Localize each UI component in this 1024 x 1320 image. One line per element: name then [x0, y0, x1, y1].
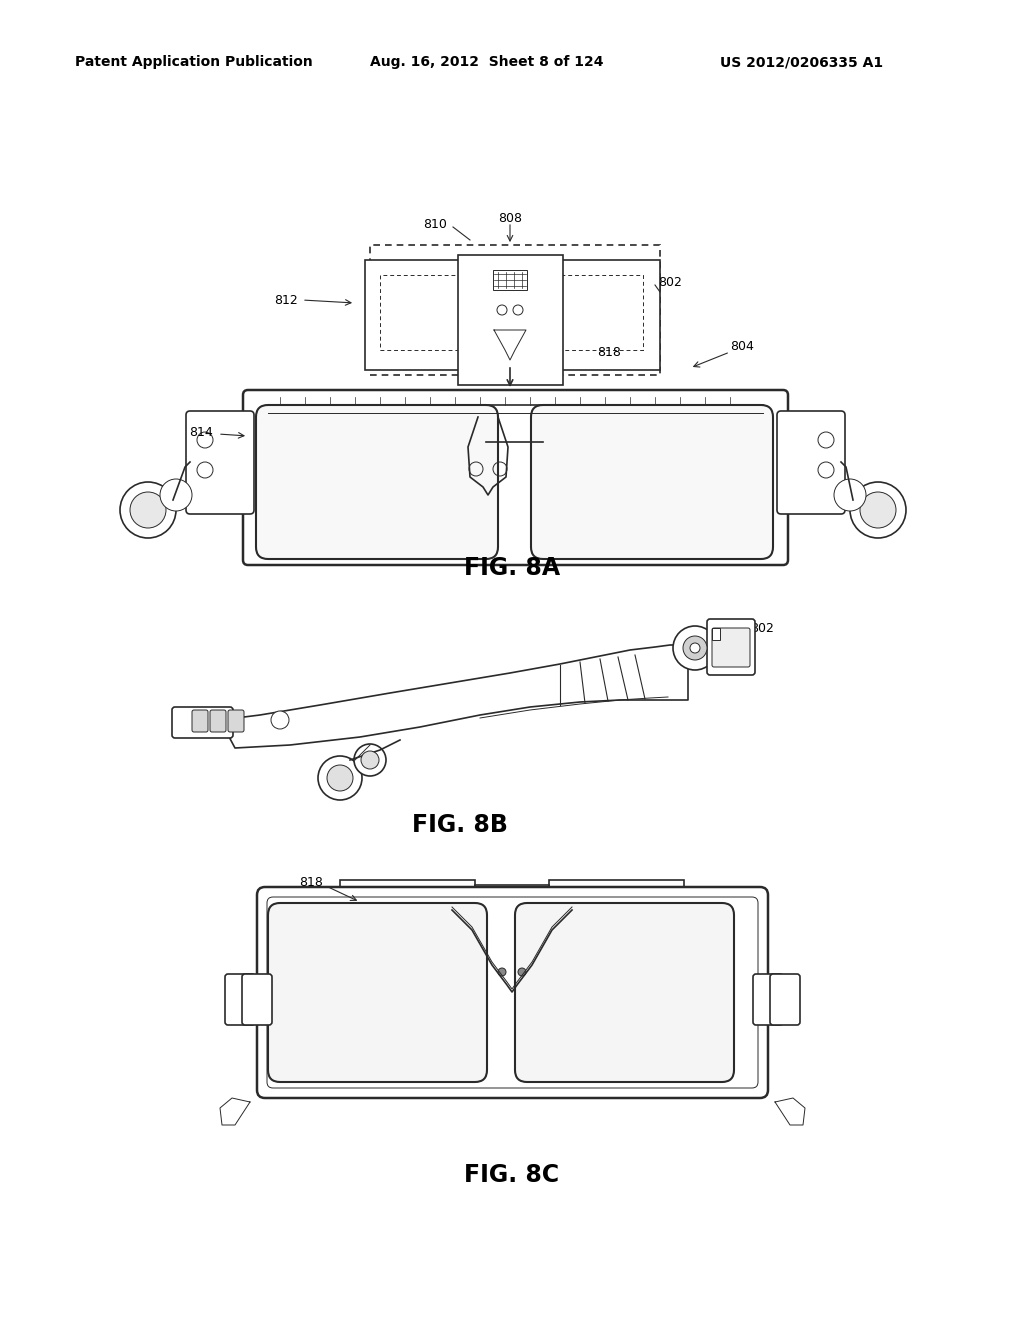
FancyBboxPatch shape — [753, 974, 783, 1026]
Bar — [554, 888, 679, 962]
Circle shape — [518, 968, 526, 975]
FancyBboxPatch shape — [243, 389, 788, 565]
Bar — [549, 880, 684, 970]
Bar — [370, 246, 660, 375]
FancyBboxPatch shape — [707, 619, 755, 675]
Text: 818: 818 — [299, 875, 323, 888]
Bar — [458, 255, 563, 385]
Text: FIG. 8A: FIG. 8A — [464, 556, 560, 579]
FancyBboxPatch shape — [256, 405, 498, 558]
Text: 812: 812 — [274, 293, 298, 306]
Bar — [493, 271, 527, 290]
FancyBboxPatch shape — [193, 710, 208, 733]
Text: Patent Application Publication: Patent Application Publication — [75, 55, 312, 69]
Polygon shape — [494, 330, 526, 360]
Text: Aug. 16, 2012  Sheet 8 of 124: Aug. 16, 2012 Sheet 8 of 124 — [370, 55, 603, 69]
Text: 808: 808 — [498, 211, 522, 224]
Bar — [558, 275, 643, 350]
Text: FIG. 8B: FIG. 8B — [412, 813, 508, 837]
Circle shape — [683, 636, 707, 660]
Bar — [380, 275, 465, 350]
Polygon shape — [220, 645, 688, 748]
FancyBboxPatch shape — [777, 411, 845, 513]
Circle shape — [860, 492, 896, 528]
Text: 802: 802 — [658, 276, 682, 289]
FancyBboxPatch shape — [210, 710, 226, 733]
Circle shape — [354, 744, 386, 776]
Circle shape — [361, 751, 379, 770]
Polygon shape — [775, 1098, 805, 1125]
Circle shape — [271, 711, 289, 729]
Circle shape — [120, 482, 176, 539]
FancyBboxPatch shape — [242, 974, 272, 1026]
Polygon shape — [220, 1098, 250, 1125]
Bar — [712, 628, 720, 640]
Bar — [475, 884, 549, 960]
Bar — [340, 880, 475, 970]
Circle shape — [834, 479, 866, 511]
FancyBboxPatch shape — [770, 974, 800, 1026]
Text: 802: 802 — [750, 622, 774, 635]
Circle shape — [498, 968, 506, 975]
Text: 804: 804 — [730, 341, 754, 354]
Circle shape — [690, 643, 700, 653]
Text: 814: 814 — [189, 426, 213, 440]
Bar — [545, 260, 660, 370]
FancyBboxPatch shape — [268, 903, 487, 1082]
Circle shape — [130, 492, 166, 528]
FancyBboxPatch shape — [712, 628, 750, 667]
Circle shape — [327, 766, 353, 791]
FancyBboxPatch shape — [515, 903, 734, 1082]
Circle shape — [850, 482, 906, 539]
Circle shape — [318, 756, 362, 800]
FancyBboxPatch shape — [228, 710, 244, 733]
Text: FIG. 8C: FIG. 8C — [465, 1163, 559, 1187]
FancyBboxPatch shape — [225, 974, 255, 1026]
Bar — [345, 888, 470, 962]
FancyBboxPatch shape — [172, 708, 233, 738]
Circle shape — [160, 479, 193, 511]
Text: 810: 810 — [423, 218, 446, 231]
Text: 818: 818 — [597, 346, 621, 359]
Bar — [365, 260, 480, 370]
Circle shape — [673, 626, 717, 671]
FancyBboxPatch shape — [531, 405, 773, 558]
Text: US 2012/0206335 A1: US 2012/0206335 A1 — [720, 55, 883, 69]
FancyBboxPatch shape — [257, 887, 768, 1098]
FancyBboxPatch shape — [186, 411, 254, 513]
